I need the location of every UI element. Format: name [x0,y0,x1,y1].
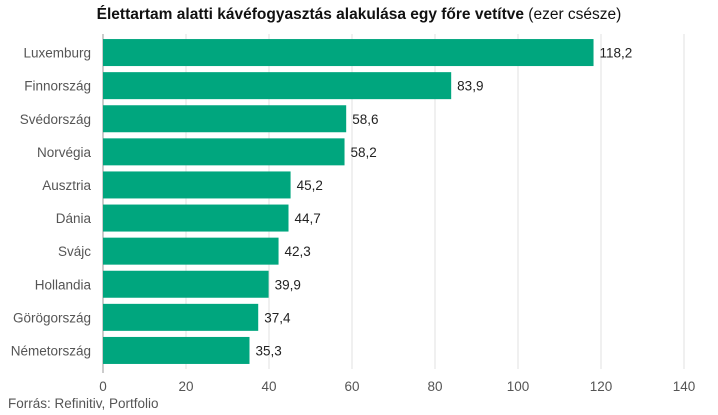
value-label: 44,7 [295,211,321,226]
value-label: 42,3 [285,244,311,259]
value-label: 39,9 [275,277,301,292]
bar-8 [103,303,259,331]
value-label: 118,2 [600,46,633,61]
bars [103,39,594,364]
bar-7 [103,270,269,298]
bar-5 [103,204,289,232]
x-tick-label: 120 [590,379,613,394]
category-label: Németország [11,343,91,358]
bar-1 [103,72,452,100]
chart-title-main: Élettartam alatti kávéfogyasztás alakulá… [96,6,524,23]
value-label: 35,3 [255,343,281,358]
bar-0 [103,39,594,67]
bar-6 [103,237,279,265]
category-label: Luxemburg [23,46,91,61]
category-label: Hollandia [35,277,92,292]
category-label: Görögország [13,310,91,325]
category-label: Svájc [58,244,91,259]
value-label: 58,2 [351,145,377,160]
category-label: Norvégia [37,145,92,160]
value-label: 58,6 [352,112,378,127]
labels: 0 20 40 60 80 100 120 140 Luxemburg 118,2 Finnorsz… [11,46,696,394]
bar-4 [103,171,291,199]
chart-title-unit: (ezer csésze) [528,6,622,23]
x-tick-label: 100 [507,379,530,394]
value-label: 83,9 [457,79,483,94]
chart-title: Élettartam alatti kávéfogyasztás alakulá… [0,6,718,24]
category-label: Dánia [56,211,92,226]
x-tick-label: 80 [427,379,442,394]
x-tick-label: 20 [178,379,193,394]
bar-3 [103,138,345,166]
x-tick-label: 60 [344,379,359,394]
bar-9 [103,336,250,364]
value-label: 45,2 [297,178,323,193]
category-label: Svédország [20,112,91,127]
source-note: Forrás: Refinitiv, Portfolio [8,396,159,411]
category-label: Finnország [24,79,91,94]
category-label: Ausztria [42,178,91,193]
x-tick-label: 0 [99,379,107,394]
value-label: 37,4 [264,310,291,325]
x-tick-label: 40 [261,379,276,394]
bar-2 [103,105,347,133]
x-tick-label: 140 [673,379,696,394]
